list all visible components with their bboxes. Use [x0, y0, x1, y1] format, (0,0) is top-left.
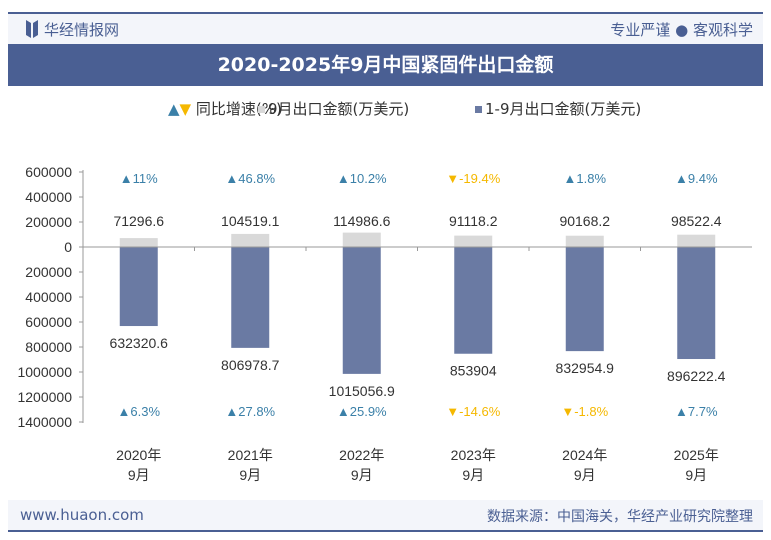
- cumulative-value-label: 853904: [450, 363, 497, 379]
- x-tick-label: 2020年: [116, 447, 161, 463]
- legend-cumulative: 1-9月出口金额(万美元): [475, 98, 641, 119]
- monthly-bar: [454, 235, 493, 247]
- brand-name: 华经情报网: [44, 21, 120, 39]
- y-tick-label: 200000: [25, 214, 72, 230]
- y-tick-label: 1200000: [17, 389, 72, 405]
- down-triangle-icon: ▼: [179, 100, 192, 118]
- up-triangle-icon: ▲: [168, 100, 180, 118]
- monthly-growth-label: ▲9.4%: [675, 171, 718, 186]
- monthly-bar: [119, 238, 158, 247]
- x-tick-label: 2025年: [674, 447, 719, 463]
- monthly-value-label: 104519.1: [221, 213, 280, 229]
- footer-url[interactable]: www.huaon.com: [20, 506, 144, 524]
- header: 华经情报网 专业严谨 ● 客观科学: [8, 14, 763, 44]
- x-tick-label: 9月: [574, 467, 596, 483]
- legend: ▲▼ 同比增速(%) 9月出口金额(万美元) 1-9月出口金额(万美元): [0, 98, 771, 120]
- monthly-bar: [565, 235, 604, 247]
- cumulative-value-label: 806978.7: [221, 357, 280, 373]
- y-tick-label: 600000: [25, 164, 72, 180]
- x-tick-label: 9月: [128, 467, 150, 483]
- monthly-growth-label: ▲10.2%: [337, 171, 387, 186]
- y-tick-label: 600000: [25, 314, 72, 330]
- cumulative-value-label: 896222.4: [667, 368, 726, 384]
- slogan: 专业严谨 ● 客观科学: [610, 21, 753, 39]
- y-tick-label: 400000: [25, 189, 72, 205]
- x-tick-label: 9月: [239, 467, 261, 483]
- bottom-divider: [8, 530, 763, 532]
- x-tick-label: 2023年: [451, 447, 496, 463]
- cumulative-bar: [677, 247, 716, 360]
- y-tick-label: 400000: [25, 289, 72, 305]
- legend-cumulative-label: 1-9月出口金额(万美元): [485, 100, 642, 118]
- x-tick-label: 2022年: [339, 447, 384, 463]
- y-tick-label: 0: [64, 239, 72, 255]
- monthly-value-label: 71296.6: [113, 213, 164, 229]
- cumulative-bar: [565, 247, 604, 352]
- legend-monthly: 9月出口金额(万美元): [258, 98, 409, 119]
- legend-swatch-monthly: [258, 106, 265, 113]
- monthly-bar: [231, 233, 270, 247]
- y-tick-label: 800000: [25, 339, 72, 355]
- monthly-value-label: 114986.6: [333, 213, 391, 229]
- legend-growth: ▲▼ 同比增速(%): [168, 98, 282, 119]
- cumulative-growth-label: ▲25.9%: [337, 404, 387, 419]
- x-tick-label: 9月: [685, 467, 707, 483]
- cumulative-bar: [342, 247, 381, 374]
- cumulative-growth-label: ▲7.7%: [675, 404, 718, 419]
- cumulative-bar: [454, 247, 493, 354]
- monthly-value-label: 90168.2: [559, 213, 610, 229]
- cumulative-bar: [119, 247, 158, 327]
- data-source: 数据来源：中国海关，华经产业研究院整理: [487, 509, 753, 525]
- cumulative-value-label: 1015056.9: [329, 383, 395, 399]
- x-tick-label: 9月: [462, 467, 484, 483]
- monthly-growth-label: ▼-19.4%: [446, 171, 500, 186]
- x-tick-label: 9月: [351, 467, 373, 483]
- huaon-logo-icon: [26, 20, 38, 38]
- cumulative-growth-label: ▼-1.8%: [561, 404, 608, 419]
- monthly-bar: [677, 234, 716, 247]
- cumulative-value-label: 632320.6: [110, 335, 169, 351]
- monthly-growth-label: ▲11%: [120, 171, 158, 186]
- footer: www.huaon.com 数据来源：中国海关，华经产业研究院整理: [8, 500, 763, 530]
- plot-area: 600000 400000 200000 0 200000 400000 600000 800…: [17, 164, 752, 483]
- legend-growth-label: 同比增速(%): [195, 100, 282, 118]
- top-divider: [8, 12, 763, 14]
- monthly-growth-label: ▲46.8%: [225, 171, 275, 186]
- chart-title: 2020-2025年9月中国紧固件出口金额: [8, 44, 763, 86]
- monthly-bar: [342, 232, 381, 247]
- cumulative-growth-label: ▲27.8%: [225, 404, 275, 419]
- legend-swatch-cumulative: [475, 106, 482, 113]
- monthly-value-label: 91118.2: [449, 213, 498, 229]
- y-tick-label: 1400000: [17, 414, 72, 430]
- y-tick-label: 1000000: [17, 364, 72, 380]
- x-tick-label: 2024年: [562, 447, 607, 463]
- y-tick-label: 200000: [25, 264, 72, 280]
- cumulative-growth-label: ▲6.3%: [118, 404, 161, 419]
- cumulative-bar: [231, 247, 270, 348]
- cumulative-value-label: 832954.9: [556, 360, 615, 376]
- x-tick-label: 2021年: [228, 447, 273, 463]
- monthly-value-label: 98522.4: [671, 213, 722, 229]
- monthly-growth-label: ▲1.8%: [564, 171, 607, 186]
- legend-monthly-label: 9月出口金额(万美元): [268, 100, 410, 118]
- cumulative-growth-label: ▼-14.6%: [446, 404, 500, 419]
